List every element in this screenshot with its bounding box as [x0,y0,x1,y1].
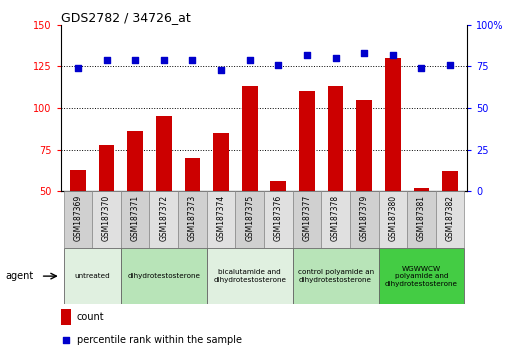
Text: GSM187374: GSM187374 [216,195,225,241]
Point [74,65,82,71]
Bar [270,181,286,274]
Text: percentile rank within the sample: percentile rank within the sample [77,335,242,346]
Text: bicalutamide and
dihydrotestosterone: bicalutamide and dihydrotestosterone [213,269,286,283]
Bar [442,171,458,274]
Text: GSM187371: GSM187371 [130,195,140,241]
Text: GSM187382: GSM187382 [446,195,455,241]
Point [62,337,70,343]
Text: dihydrotestosterone: dihydrotestosterone [127,273,200,279]
Bar [178,191,207,248]
Bar [70,170,86,274]
Text: GSM187380: GSM187380 [388,195,398,241]
Bar [63,191,92,248]
Text: GSM187377: GSM187377 [303,195,312,241]
Point [102,57,111,63]
Point [417,65,426,71]
Bar [207,248,293,304]
Bar [407,191,436,248]
Point [332,55,340,61]
Point [446,62,454,68]
Text: count: count [77,312,105,322]
Bar [328,86,343,274]
Text: GSM187381: GSM187381 [417,195,426,241]
Bar [61,309,71,325]
Point [131,57,139,63]
Text: GSM187376: GSM187376 [274,195,283,241]
Bar [293,191,321,248]
Point [303,52,311,58]
Text: untreated: untreated [74,273,110,279]
Text: GSM187378: GSM187378 [331,195,340,241]
Point [360,50,369,56]
Bar [436,191,465,248]
Text: GSM187373: GSM187373 [188,195,197,241]
Bar [321,191,350,248]
Text: GSM187372: GSM187372 [159,195,168,241]
Bar [413,188,429,274]
Point [246,57,254,63]
Text: GSM187369: GSM187369 [73,195,82,241]
Bar [99,144,115,274]
Bar [121,191,149,248]
Point [217,67,225,73]
Bar [264,191,293,248]
Bar [299,91,315,274]
Bar [293,248,379,304]
Bar [235,191,264,248]
Text: WGWWCW
polyamide and
dihydrotestosterone: WGWWCW polyamide and dihydrotestosterone [385,266,458,287]
Bar [379,191,407,248]
Bar [379,248,465,304]
Bar [156,116,172,274]
Bar [356,99,372,274]
Bar [121,248,207,304]
Bar [242,86,258,274]
Bar [213,133,229,274]
Text: GSM187370: GSM187370 [102,195,111,241]
Text: GSM187375: GSM187375 [245,195,254,241]
Bar [185,158,200,274]
Text: GSM187379: GSM187379 [360,195,369,241]
Bar [350,191,379,248]
Point [389,52,397,58]
Bar [63,248,121,304]
Text: control polyamide an
dihydrotestosterone: control polyamide an dihydrotestosterone [297,269,374,283]
Text: GDS2782 / 34726_at: GDS2782 / 34726_at [61,11,191,24]
Point [188,57,196,63]
Bar [92,191,121,248]
Bar [385,58,401,274]
Bar [207,191,235,248]
Text: agent: agent [5,271,34,281]
Bar [127,131,143,274]
Bar [149,191,178,248]
Point [274,62,282,68]
Point [159,57,168,63]
